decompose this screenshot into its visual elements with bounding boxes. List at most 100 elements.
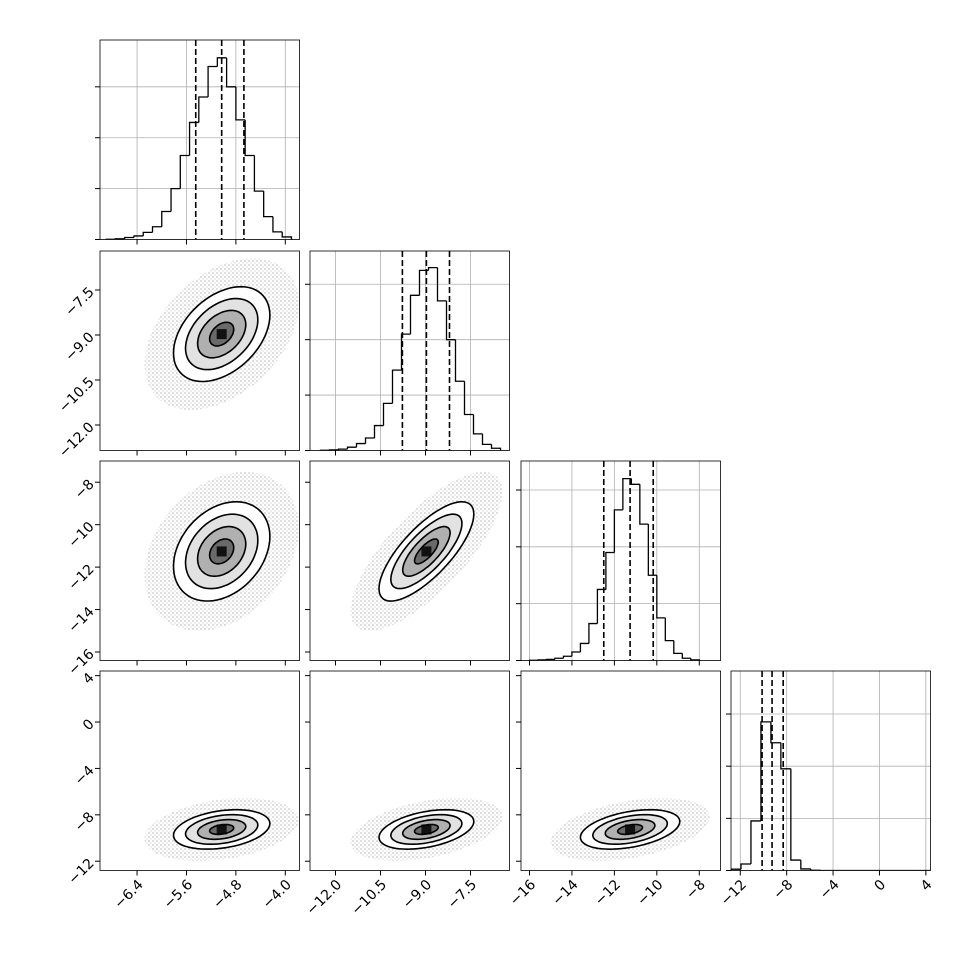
y-tick-label: −12: [65, 561, 97, 593]
histogram-step: [647, 524, 657, 576]
contour: [591, 813, 669, 845]
contour: [616, 823, 644, 836]
histogram-step: [355, 442, 366, 448]
y-tick-label: −8: [72, 477, 98, 503]
histogram-step: [490, 444, 502, 451]
contour: [208, 538, 235, 565]
x-tick-label: −16: [507, 877, 539, 909]
histogram-step: [114, 238, 125, 240]
histogram-step: [630, 478, 640, 485]
panel: [731, 671, 931, 871]
histogram-step: [409, 294, 420, 335]
contour: [196, 525, 247, 577]
x-tick-label: −12: [592, 877, 624, 909]
y-tick-label: −12.0: [56, 419, 98, 461]
panel: [100, 461, 300, 661]
histogram-step: [760, 721, 771, 821]
x-tick-label: −12.0: [304, 877, 346, 919]
histogram-step: [472, 414, 483, 435]
histogram-step: [605, 551, 615, 590]
histogram-step: [281, 231, 293, 240]
panel-frame: [309, 670, 510, 871]
histogram-step: [664, 617, 674, 642]
histogram-step: [750, 820, 761, 864]
histogram-step: [179, 154, 190, 189]
panel: [100, 671, 300, 871]
contour: [208, 321, 235, 347]
contour: [579, 808, 681, 851]
histogram-step: [445, 300, 456, 341]
panel: [100, 251, 300, 451]
x-tick-label: −10.5: [349, 877, 391, 919]
y-tick-label: −14: [65, 604, 97, 636]
contour: [184, 297, 259, 371]
contour: [196, 818, 247, 841]
histogram-step: [198, 96, 209, 123]
histogram-step: [207, 65, 218, 97]
histogram-step: [364, 437, 375, 444]
histogram-step: [225, 57, 236, 88]
panel-frame: [99, 670, 300, 871]
x-tick-label: −14: [549, 877, 581, 909]
histogram-step: [639, 484, 649, 525]
x-tick-label: 4: [918, 877, 936, 895]
histogram-step: [263, 191, 273, 218]
x-tick-label: −7.5: [445, 877, 480, 912]
histogram-step: [622, 477, 632, 510]
contour: [184, 813, 259, 845]
contour: [389, 813, 463, 845]
x-tick-label: −4.0: [260, 877, 295, 912]
contour: [172, 501, 271, 602]
panel-frame: [99, 250, 300, 451]
histogram-step: [373, 424, 384, 439]
histogram-step: [613, 509, 623, 553]
contour: [401, 818, 451, 841]
x-tick-label: −4: [817, 877, 843, 903]
contour: [604, 818, 656, 841]
histogram-step: [244, 119, 255, 157]
contour: [413, 538, 440, 565]
histogram-step: [151, 226, 162, 233]
panel: [521, 461, 721, 661]
y-tick-label: −7.5: [62, 284, 97, 319]
histogram-step: [656, 575, 666, 619]
y-tick-label: −4: [72, 763, 98, 789]
x-tick-label: −8: [683, 877, 709, 903]
contour: [172, 808, 271, 850]
histogram-step: [800, 860, 811, 870]
contour: [378, 501, 475, 602]
y-tick-label: −8: [72, 809, 98, 835]
histogram-step: [790, 768, 801, 861]
panel-frame: [99, 460, 300, 661]
histogram-step: [579, 642, 589, 652]
density-peak: [216, 824, 227, 835]
histogram-step: [780, 742, 791, 770]
histogram-step: [545, 658, 555, 661]
histogram-step: [681, 653, 691, 659]
contour: [172, 285, 271, 383]
panel-bg: [100, 40, 300, 240]
density-peak: [421, 546, 432, 557]
density-peak: [625, 824, 636, 835]
x-tick-label: −6.4: [111, 877, 146, 912]
x-tick-label: −9.0: [400, 877, 435, 912]
contour: [401, 525, 451, 577]
panel: [100, 40, 300, 240]
panel: [521, 671, 721, 871]
histogram-step: [481, 433, 492, 446]
histogram-step: [142, 231, 153, 236]
histogram-step: [418, 269, 429, 296]
histogram-step: [588, 622, 598, 644]
histogram-step: [554, 657, 564, 660]
x-tick-label: −10: [634, 877, 666, 909]
y-tick-label: −10.5: [56, 374, 98, 416]
y-tick-label: 4: [80, 670, 98, 688]
panel-frame: [309, 250, 510, 451]
panel-frame: [730, 670, 931, 871]
histogram-step: [124, 236, 134, 239]
histogram-step: [382, 402, 393, 426]
histogram-step: [346, 446, 357, 450]
histogram-step: [216, 57, 227, 67]
x-tick-label: 0: [871, 877, 889, 895]
panel: [310, 251, 510, 451]
